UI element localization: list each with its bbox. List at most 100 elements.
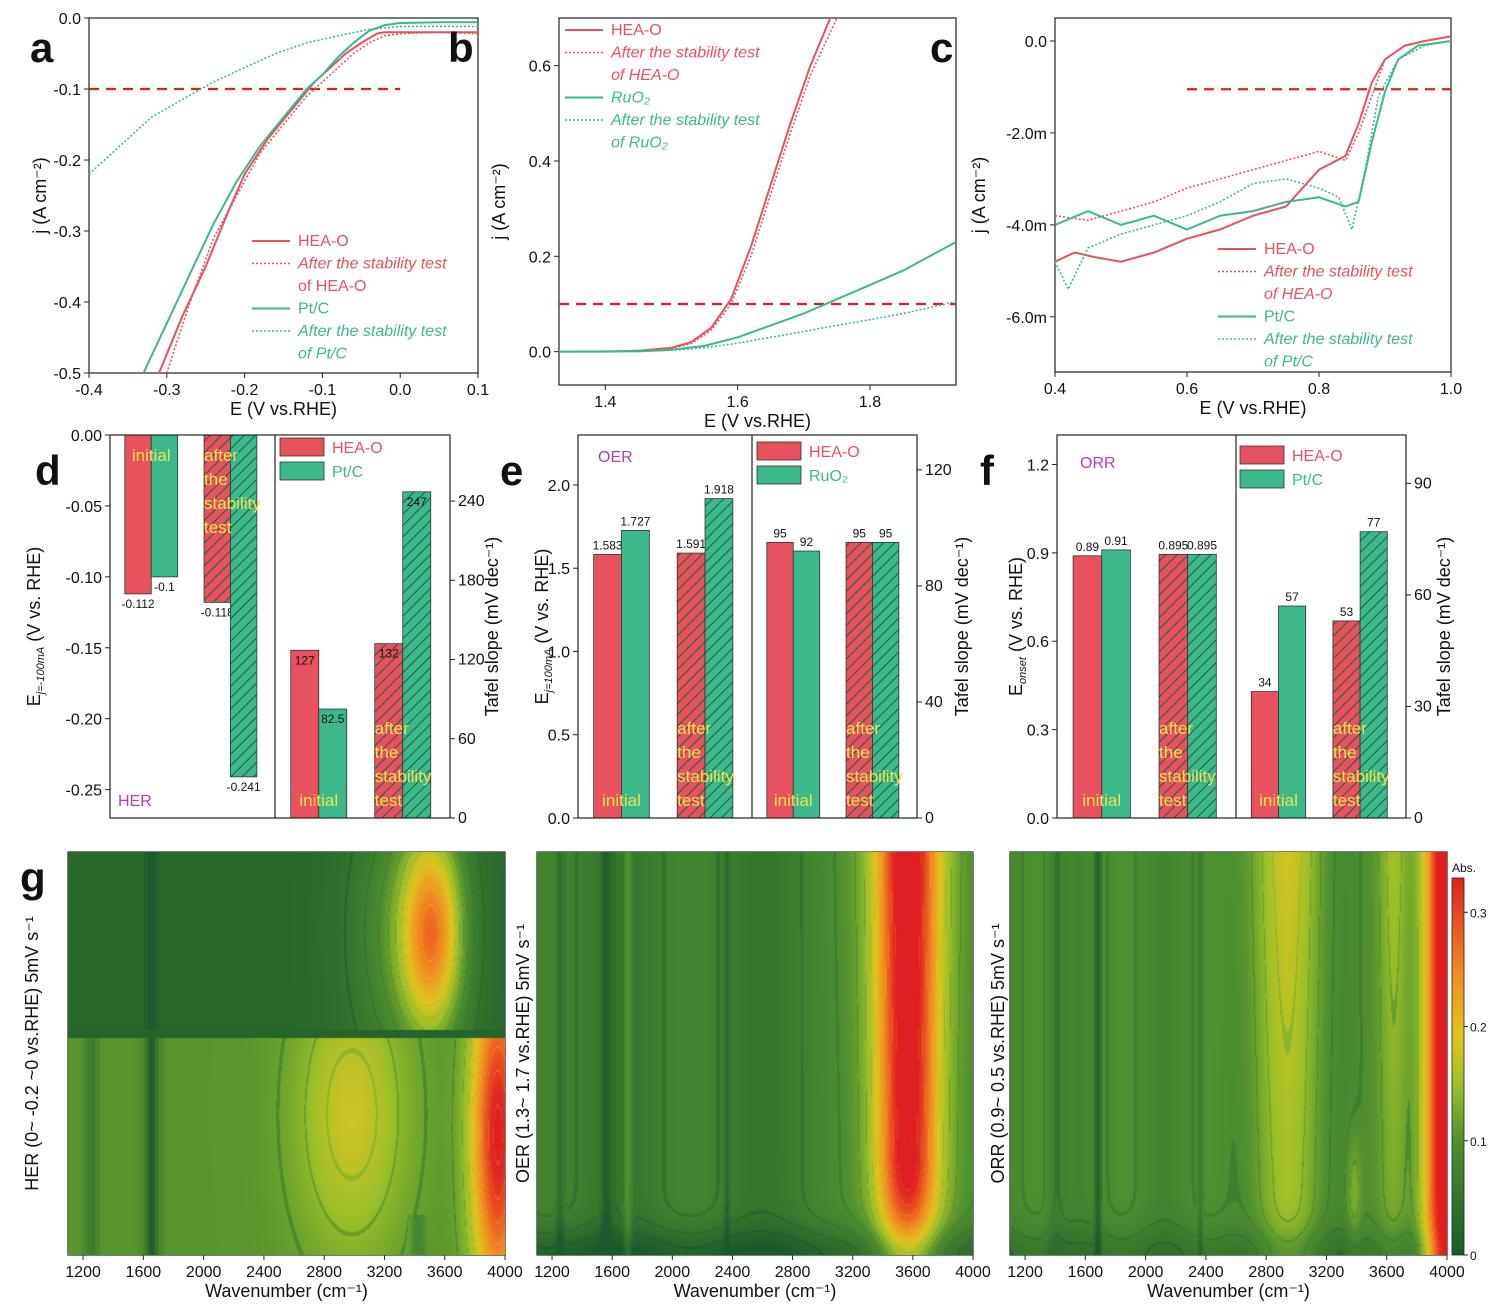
panel-g: 1200 1600 2000 2400 2800 3200 3600 4000 Wavenumb… — [20, 851, 523, 1301]
x-tick-label-g: 3200 — [367, 1264, 403, 1281]
series-line-c-0 — [1054, 35, 1452, 263]
y-tick-label-d: -0.05 — [66, 499, 103, 516]
legend-label-c: HEA-O — [1264, 241, 1315, 258]
panel-c: 0.4 0.6 0.8 1.0 0.0 -2.0m -4.0m -6.0m E (V vs.RH… — [930, 17, 1462, 418]
x-tick-label-i: 2800 — [1248, 1264, 1284, 1281]
panel-letter-d: d — [35, 447, 61, 494]
y-axis-label-a: j (A cm⁻²) — [30, 157, 50, 235]
y-tick-label-e: 0.0 — [548, 811, 570, 828]
x-tick-label-b: 1.8 — [859, 394, 881, 411]
legend-label-b: HEA-O — [611, 22, 662, 39]
bar-f-R-1-1 — [1359, 531, 1388, 819]
panel-letter-b: b — [448, 24, 474, 71]
x-tick-label-a: -0.1 — [309, 382, 337, 399]
series-line-b-0 — [559, 17, 832, 353]
bar-value-label-d: -0.241 — [227, 780, 261, 794]
y2-tick-label-e: 0 — [925, 810, 934, 827]
panel-d: -0.112-0.1 initial -0.118 -0.241 after the sta… — [24, 428, 502, 827]
legend-swatch-e — [756, 465, 802, 485]
bar-category-label-f: initial — [1259, 791, 1298, 810]
x-axis-label-a: E (V vs.RHE) — [230, 399, 337, 419]
bar-value-label-d: -0.112 — [121, 597, 154, 611]
bar-value-label-f: 34 — [1258, 676, 1272, 690]
legend-label-b: After the stability test — [610, 112, 760, 129]
plot-frame-a — [88, 17, 479, 374]
y-tick-label-c: -6.0m — [1006, 310, 1047, 327]
bar-category-label-e: the — [846, 743, 870, 762]
x-tick-label-a: 0.0 — [389, 382, 411, 399]
y-tick-label-f: 0.9 — [1027, 546, 1049, 563]
bar-category-label-d: after — [204, 446, 238, 465]
x-tick-label-a: -0.2 — [231, 382, 259, 399]
series-line-b-2 — [558, 241, 957, 353]
bar-category-label-d: test — [375, 791, 403, 810]
y2-tick-label-d: 0 — [458, 810, 467, 827]
bar-category-label-f: the — [1159, 743, 1183, 762]
y-axis-label-g: HER (0~ -0.2 ~0 vs.RHE) 5mV s⁻¹ — [22, 916, 42, 1191]
x-tick-label-h: 2800 — [775, 1264, 811, 1281]
x-tick-label-h: 3200 — [835, 1264, 871, 1281]
bar-value-label-e: 95 — [773, 526, 787, 540]
bar-value-label-d: -0.1 — [154, 580, 175, 594]
series-line-a-2 — [142, 21, 478, 374]
plot-frame-d — [109, 434, 451, 819]
panel-letter-c: c — [930, 24, 953, 71]
y-tick-label-c: -2.0m — [1006, 126, 1047, 143]
series-line-c-1 — [1054, 35, 1452, 222]
y-tick-label-d: -0.25 — [66, 783, 103, 800]
y-tick-label-e: 1.5 — [548, 561, 570, 578]
bar-e-L-1-0 — [676, 552, 706, 819]
y-tick-label-c: 0.0 — [1025, 34, 1047, 51]
x-tick-label-g: 1200 — [65, 1264, 101, 1281]
y-tick-label-a: -0.4 — [53, 295, 81, 312]
x-tick-label-i: 1600 — [1068, 1264, 1104, 1281]
x-tick-label-h: 2400 — [715, 1264, 751, 1281]
x-tick-label-g: 2000 — [186, 1264, 222, 1281]
x-tick-label-c: 0.8 — [1308, 381, 1330, 398]
y-tick-label-f: 0.0 — [1027, 811, 1049, 828]
colorbar-tick-label: 0.2 — [1470, 1021, 1487, 1035]
legend-label-d: HEA-O — [332, 440, 383, 457]
y-tick-label-b: 0.0 — [529, 345, 551, 362]
legend-label-b: of HEA-O — [611, 67, 679, 84]
bar-d-R-1-0 — [374, 643, 404, 819]
bar-value-label-d: -0.118 — [201, 605, 234, 619]
bar-value-label-f: 0.895 — [1158, 538, 1188, 552]
colorbar-tick-label: 0 — [1470, 1249, 1477, 1263]
y-tick-label-c: -4.0m — [1006, 218, 1047, 235]
x-tick-label-c: 0.6 — [1176, 381, 1198, 398]
x-tick-label-c: 1.0 — [1440, 381, 1462, 398]
bar-value-label-f: 0.91 — [1104, 534, 1128, 548]
plot-frame-e — [577, 434, 918, 819]
legend-swatch-f — [1239, 445, 1285, 465]
x-tick-label-b: 1.6 — [727, 394, 749, 411]
y-tick-label-e: 1.0 — [548, 644, 570, 661]
legend-label-f: Pt/C — [1292, 472, 1323, 489]
x-tick-label-i: 3200 — [1309, 1264, 1345, 1281]
panel-tag-e: OER — [598, 449, 633, 466]
legend-label-c: Pt/C — [1264, 309, 1295, 326]
x-tick-label-h: 2000 — [655, 1264, 691, 1281]
heatmap-i — [1010, 852, 1447, 1255]
panel-a: -0.4 -0.3 -0.2 -0.1 0.0 0.1 0.0 -0.1 -0.2 -0.3 -0.… — [30, 11, 489, 419]
bar-category-label-f: test — [1159, 791, 1187, 810]
colorbar-tick-label: 0.1 — [1470, 1135, 1487, 1149]
x-tick-label-i: 1200 — [1007, 1264, 1043, 1281]
y-tick-label-a: -0.2 — [53, 153, 81, 170]
panel-letter-a: a — [30, 24, 54, 71]
bar-f-L-0-1 — [1101, 549, 1131, 819]
bar-e-R-0-1 — [792, 550, 821, 819]
x-tick-label-h: 3600 — [895, 1264, 931, 1281]
bar-category-label-f: initial — [1082, 791, 1121, 810]
legend-label-e: HEA-O — [809, 444, 860, 461]
y-axis-label-e: Ej=100mA (V vs. RHE) — [532, 549, 555, 705]
x-tick-label-b: 1.4 — [594, 394, 616, 411]
bar-category-label-f: after — [1333, 719, 1367, 738]
y-axis-label-c: j (A cm⁻²) — [969, 157, 989, 235]
bar-category-label-d: initial — [299, 791, 338, 810]
x-axis-label-h: Wavenumber (cm⁻¹) — [674, 1281, 837, 1301]
y2-tick-label-f: 90 — [1414, 475, 1432, 492]
bar-category-label-e: after — [846, 719, 880, 738]
plot-frame-f — [1056, 434, 1407, 819]
